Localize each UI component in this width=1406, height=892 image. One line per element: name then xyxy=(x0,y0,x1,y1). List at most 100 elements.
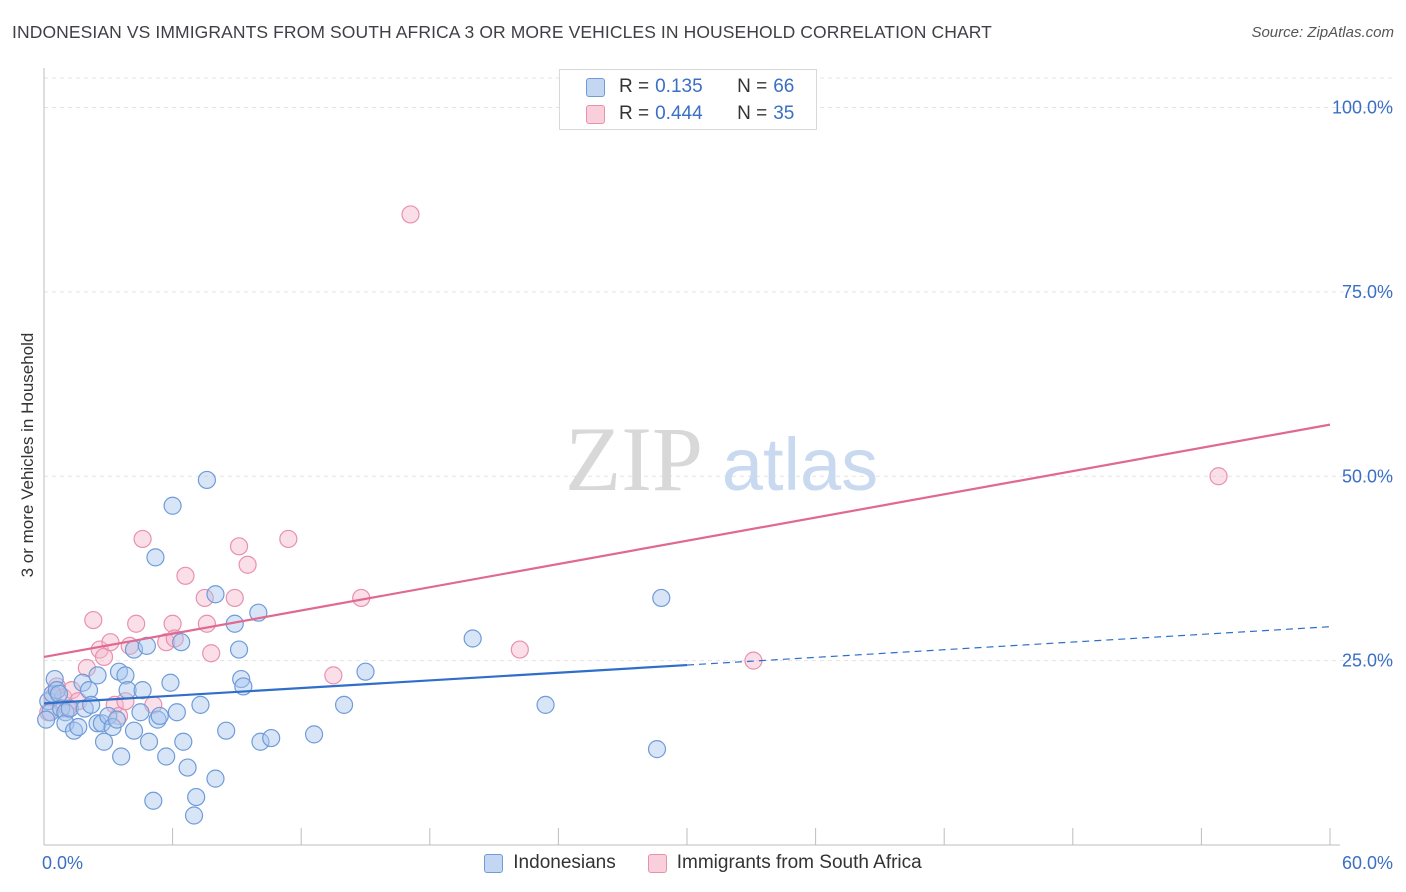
indonesian-point xyxy=(45,669,64,689)
legend-row-indonesians: R = 0.135 N = 66 xyxy=(586,75,794,99)
legend-item-south-africa[interactable]: Immigrants from South Africa xyxy=(647,852,922,874)
indonesian-point xyxy=(146,548,165,567)
south-africa-point xyxy=(1209,467,1228,486)
legend-row-south-africa: R = 0.444 N = 35 xyxy=(586,102,794,126)
indonesian-point xyxy=(112,747,131,766)
indonesian-point xyxy=(251,732,270,751)
indonesian-point xyxy=(229,640,249,659)
indonesian-point xyxy=(197,470,216,490)
watermark-atlas: atlas xyxy=(722,423,878,506)
legend-n-label: N = xyxy=(737,103,768,124)
indonesian-point xyxy=(184,806,204,825)
south-africa-point xyxy=(229,537,249,556)
south-africa-point xyxy=(401,205,420,224)
indonesian-point xyxy=(172,633,191,652)
y-tick-label: 100.0% xyxy=(1332,98,1393,118)
indonesian-point xyxy=(157,747,176,766)
indonesian-point xyxy=(139,732,159,751)
south-africa-point xyxy=(105,695,124,714)
legend-n-value: 66 xyxy=(773,76,795,97)
indonesian-point xyxy=(232,669,251,689)
legend-label: Indonesians xyxy=(513,852,616,873)
legend-item-indonesians[interactable]: Indonesians xyxy=(484,852,616,874)
legend-n-value: 35 xyxy=(773,103,795,124)
legend-swatch-pink xyxy=(586,104,605,124)
indonesian-point xyxy=(174,732,193,751)
x-tick-label: 60.0% xyxy=(1342,853,1393,873)
y-tick-label: 25.0% xyxy=(1342,651,1393,671)
indonesian-point xyxy=(88,666,107,685)
south-africa-point xyxy=(238,555,257,574)
legend-r-value: 0.135 xyxy=(655,76,703,97)
south-africa-point xyxy=(101,633,120,652)
indonesian-point xyxy=(82,695,101,714)
stats-legend: R = 0.135 N = 66 R = 0.444 N = 35 xyxy=(559,69,817,130)
south-africa-point xyxy=(225,588,244,608)
indonesian-point xyxy=(69,717,88,737)
indonesian-point xyxy=(107,710,126,729)
indonesian-point xyxy=(356,662,375,681)
south-africa-point xyxy=(510,640,529,659)
indonesian-point xyxy=(163,496,182,515)
indonesian-point xyxy=(88,714,107,733)
indonesian-point xyxy=(652,588,671,608)
indonesian-point xyxy=(37,710,56,729)
legend-swatch-pink xyxy=(647,853,667,873)
south-africa-point xyxy=(176,566,195,585)
legend-r-label: R = xyxy=(619,76,650,97)
x-tick-label: 0.0% xyxy=(42,853,83,873)
south-africa-point xyxy=(202,644,221,663)
indonesian-point xyxy=(116,666,135,685)
indonesian-point xyxy=(334,695,354,714)
indonesian-point xyxy=(167,703,186,722)
south-africa-point xyxy=(77,658,96,678)
y-axis-label: 3 or more Vehicles in Household xyxy=(18,332,37,578)
y-tick-label: 50.0% xyxy=(1342,466,1393,486)
legend-swatch-blue xyxy=(484,853,504,873)
legend-label: Immigrants from South Africa xyxy=(676,852,922,873)
indonesian-point xyxy=(647,740,667,759)
series-legend: Indonesians Immigrants from South Africa xyxy=(0,852,1406,874)
south-africa-point xyxy=(324,666,343,685)
south-africa-trend-line xyxy=(43,423,1331,659)
south-africa-point xyxy=(279,529,298,549)
chart-title: INDONESIAN VS IMMIGRANTS FROM SOUTH AFRI… xyxy=(12,22,992,42)
indonesian-point xyxy=(191,695,210,714)
south-africa-point xyxy=(84,610,103,630)
indonesian-point xyxy=(150,706,169,726)
indonesian-point xyxy=(124,721,144,740)
indonesian-point xyxy=(60,699,79,718)
watermark-zip: ZIP xyxy=(565,408,703,510)
indonesian-point xyxy=(463,629,482,648)
indonesian-trend-extension xyxy=(686,626,1331,666)
south-africa-point xyxy=(163,614,182,633)
indonesian-point xyxy=(79,681,99,700)
y-tick-label: 75.0% xyxy=(1342,282,1393,302)
legend-n-label: N = xyxy=(737,76,768,97)
indonesian-point xyxy=(304,725,324,744)
indonesian-point xyxy=(217,721,236,740)
indonesian-trend-line xyxy=(43,663,688,705)
indonesian-point xyxy=(94,732,114,751)
source-label: Source: ZipAtlas.com xyxy=(1251,24,1394,41)
south-africa-point xyxy=(133,529,152,549)
legend-swatch-blue xyxy=(586,77,605,97)
indonesian-point xyxy=(206,769,225,788)
south-africa-point xyxy=(116,692,135,711)
indonesian-point xyxy=(178,758,197,777)
indonesian-point xyxy=(206,585,225,604)
indonesian-point xyxy=(144,791,163,810)
south-africa-point xyxy=(195,588,214,608)
legend-r-value: 0.444 xyxy=(655,103,703,124)
south-africa-point xyxy=(127,614,146,633)
indonesian-point xyxy=(262,728,281,748)
indonesian-point xyxy=(187,787,206,807)
indonesian-point xyxy=(161,673,180,692)
legend-r-label: R = xyxy=(619,103,650,124)
indonesian-point xyxy=(131,703,150,722)
indonesian-point xyxy=(92,714,111,733)
indonesian-point xyxy=(73,673,92,692)
indonesian-point xyxy=(133,681,152,700)
indonesian-point xyxy=(536,695,555,714)
